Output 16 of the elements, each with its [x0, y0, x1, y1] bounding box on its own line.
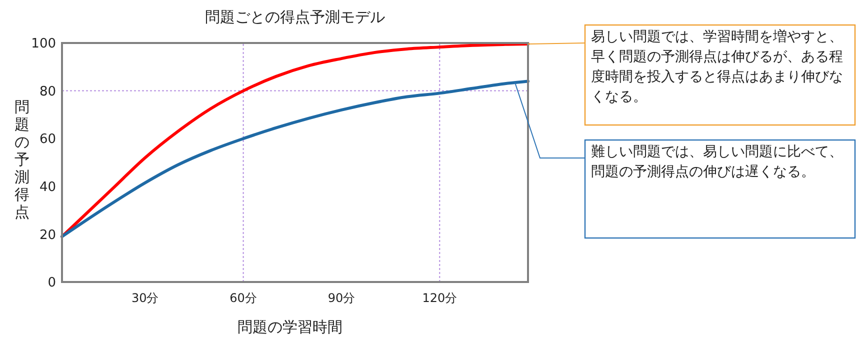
y-tick-label: 40: [39, 180, 56, 195]
annotation: 易しい問題では、学習時間を増やすと、早く問題の予測得点は伸びるが、ある程度時間を投入すると得点はあまり伸びなくなる。: [591, 28, 844, 107]
y-tick-label: 100: [31, 36, 56, 52]
y-tick-label: 80: [39, 84, 56, 100]
y-tick-label: 0: [48, 276, 56, 291]
x-tick-label: 90分: [328, 291, 356, 305]
x-tick-label: 120分: [422, 291, 458, 305]
annotation: 難しい問題では、易しい問題に比べて、問題の予測得点の伸びは遅くなる。: [591, 143, 844, 182]
line-series: [60, 80, 530, 238]
x-tick-label: 30分: [131, 291, 159, 305]
x-axis-title: 問題の学習時間: [238, 318, 342, 336]
y-tick-label: 60: [39, 132, 56, 148]
y-tick-label: 20: [39, 228, 56, 243]
y-axis-title: 問題の予測得点: [14, 98, 30, 221]
chart-title: 問題ごとの得点予測モデル: [205, 8, 385, 26]
x-tick-label: 60分: [230, 291, 257, 305]
